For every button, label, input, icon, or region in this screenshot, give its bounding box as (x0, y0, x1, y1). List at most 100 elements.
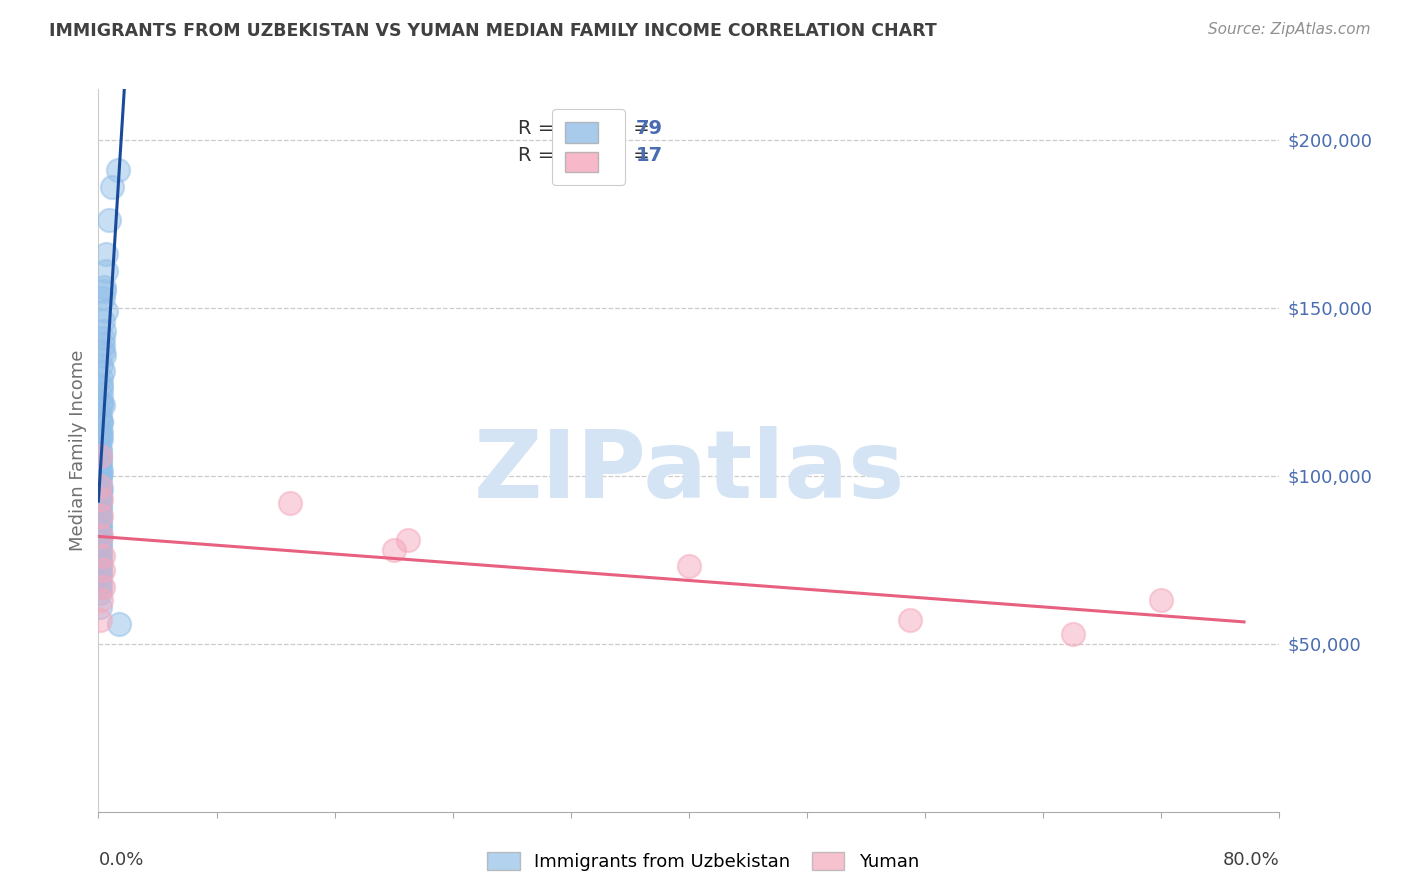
Text: IMMIGRANTS FROM UZBEKISTAN VS YUMAN MEDIAN FAMILY INCOME CORRELATION CHART: IMMIGRANTS FROM UZBEKISTAN VS YUMAN MEDI… (49, 22, 936, 40)
Text: N =: N = (600, 146, 657, 165)
Point (89, 455, 111, 469)
Point (89, 432, 111, 446)
Point (89, 479, 111, 493)
Point (89, 529, 111, 543)
Text: 17: 17 (636, 146, 662, 165)
Point (91, 580, 114, 594)
Point (90, 394, 112, 409)
Point (89, 465, 111, 479)
Point (1062, 626, 1084, 640)
Text: 80.0%: 80.0% (1223, 852, 1279, 870)
Point (94, 263, 117, 277)
Point (89, 508, 111, 523)
Point (89, 449, 111, 463)
Point (89, 408, 111, 422)
Point (89, 552, 111, 566)
Point (90, 482, 112, 496)
Point (89, 580, 111, 594)
Point (100, 179, 122, 194)
Point (89, 525, 111, 540)
Point (90, 378, 112, 392)
Point (89, 495, 111, 509)
Point (89, 599, 111, 614)
Text: N =: N = (600, 120, 657, 138)
Point (91, 337, 114, 351)
Point (382, 542, 405, 557)
Text: 79: 79 (636, 120, 662, 138)
Legend: , : , (553, 109, 624, 185)
Point (89, 482, 111, 496)
Text: Source: ZipAtlas.com: Source: ZipAtlas.com (1208, 22, 1371, 37)
Point (91, 398, 114, 412)
Text: ZIPatlas: ZIPatlas (474, 426, 904, 518)
Point (89, 546, 111, 560)
Point (108, 616, 131, 631)
Point (89, 485, 111, 500)
Point (89, 533, 111, 547)
Point (89, 479, 111, 493)
Point (89, 556, 111, 570)
Y-axis label: Median Family Income: Median Family Income (69, 350, 87, 551)
Text: 0.0%: 0.0% (98, 852, 143, 870)
Text: R =: R = (517, 146, 560, 165)
Point (89, 523, 111, 537)
Point (89, 542, 111, 557)
Point (89, 425, 111, 439)
Point (90, 465, 112, 479)
Point (90, 415, 112, 429)
Point (97, 213, 120, 227)
Point (89, 566, 111, 581)
Point (89, 536, 111, 550)
Point (90, 492, 112, 507)
Point (93, 284, 115, 298)
Point (90, 381, 112, 395)
Point (91, 314, 114, 328)
Point (89, 512, 111, 526)
Point (89, 563, 111, 577)
Point (89, 445, 111, 459)
Point (94, 247, 117, 261)
Point (90, 425, 112, 439)
Point (90, 358, 112, 372)
Point (90, 508, 112, 523)
Point (91, 563, 114, 577)
Point (89, 428, 111, 442)
Point (89, 468, 111, 483)
Point (91, 291, 114, 305)
Point (89, 506, 111, 520)
Point (91, 364, 114, 378)
Point (89, 576, 111, 591)
Point (89, 586, 111, 600)
Point (93, 324, 115, 338)
Point (94, 304, 117, 318)
Point (89, 475, 111, 490)
Point (107, 162, 129, 177)
Text: -0.200: -0.200 (553, 120, 621, 138)
Point (89, 492, 111, 507)
Point (89, 559, 111, 574)
Point (90, 415, 112, 429)
Point (90, 371, 112, 385)
Point (91, 331, 114, 345)
Point (900, 613, 922, 627)
Point (678, 559, 700, 574)
Point (90, 529, 112, 543)
Point (89, 442, 111, 456)
Point (90, 398, 112, 412)
Point (89, 569, 111, 583)
Point (90, 388, 112, 402)
Point (90, 593, 112, 607)
Point (89, 451, 111, 466)
Point (89, 458, 111, 473)
Text: R =: R = (517, 120, 560, 138)
Point (91, 549, 114, 564)
Point (89, 462, 111, 476)
Point (89, 539, 111, 553)
Point (89, 549, 111, 564)
Text: -0.643: -0.643 (553, 146, 621, 165)
Point (89, 502, 111, 516)
Point (93, 348, 115, 362)
Point (89, 519, 111, 533)
Point (89, 449, 111, 463)
Legend: Immigrants from Uzbekistan, Yuman: Immigrants from Uzbekistan, Yuman (479, 845, 927, 879)
